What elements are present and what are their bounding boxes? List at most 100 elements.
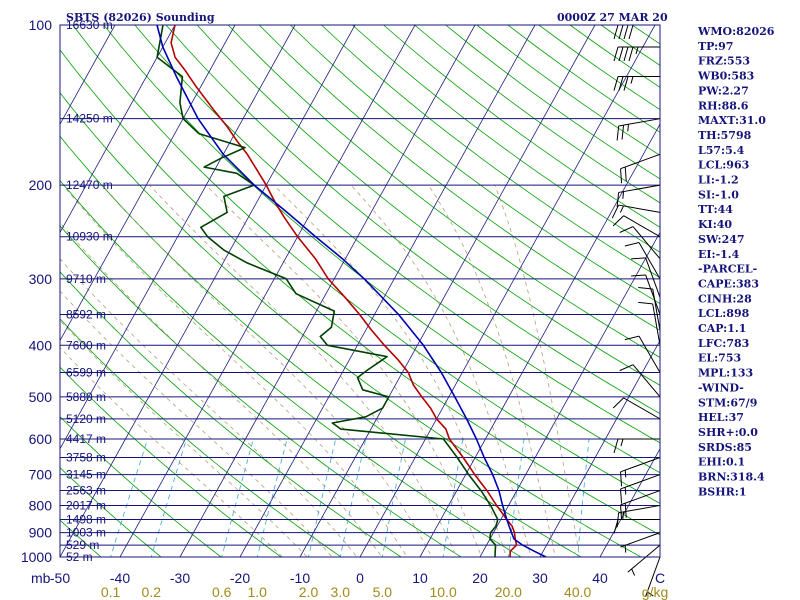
wind-barb-half-flag — [647, 591, 654, 597]
index-line: -WIND- — [698, 381, 744, 394]
index-line: HEL:37 — [698, 411, 744, 424]
wind-barb-staff — [645, 556, 661, 597]
index-line: WMO:82026 — [697, 25, 775, 38]
dry-adiabat — [196, 25, 660, 386]
isotherm — [299, 25, 596, 557]
mixing-ratio-line — [577, 438, 590, 557]
moist-adiabat — [102, 184, 433, 557]
wind-barb-flag — [616, 125, 620, 141]
index-line: SI:-1.0 — [698, 188, 739, 201]
wind-barb-flag — [631, 257, 646, 260]
mixing-ratio-line — [442, 438, 464, 557]
height-label: 529 m — [66, 538, 99, 552]
mixing-ratio-line — [221, 438, 254, 557]
height-label: 16630 m — [66, 18, 113, 32]
pressure-tick-label: 100 — [29, 17, 53, 33]
wind-barb-flag — [613, 24, 619, 40]
mixing-ratio-line — [256, 438, 288, 557]
mixing-ratio-tick-label: 40.0 — [564, 584, 591, 600]
wind-barb-flag — [620, 471, 623, 487]
wind-barb-flag — [631, 274, 646, 277]
dry-adiabat — [227, 25, 660, 358]
wind-barb-flag — [612, 397, 624, 409]
height-label: 2017 m — [66, 498, 106, 512]
wind-barb-staff — [645, 257, 661, 298]
wind-barb-flag — [616, 192, 620, 207]
mixing-ratio-tick-label: 5.0 — [373, 584, 393, 600]
wind-barb-staff — [652, 288, 661, 331]
wind-barb-flag — [620, 488, 623, 504]
temperature-tick-label: -30 — [170, 570, 190, 586]
index-line: LI:-1.2 — [698, 174, 739, 187]
wind-barb — [612, 215, 661, 238]
wind-barb-half-flag — [624, 470, 627, 478]
pressure-tick-label: 500 — [29, 389, 53, 405]
wind-barb-flag — [620, 168, 623, 184]
moist-adiabat — [149, 184, 458, 557]
wind-barb-flag — [613, 46, 619, 62]
wind-barb-staff — [620, 532, 661, 548]
moist-adiabat — [273, 184, 507, 557]
wind-barb-half-flag — [620, 438, 624, 447]
isotherm — [599, 447, 660, 557]
wind-barb — [619, 364, 661, 398]
dry-adiabat — [60, 49, 660, 536]
wind-barb-half-flag — [622, 511, 625, 520]
height-label: 14250 m — [66, 112, 113, 126]
index-line: FRZ:553 — [698, 55, 750, 68]
wind-barb-half-flag — [622, 191, 625, 199]
mixing-ratio-tick-label: 0.2 — [142, 584, 162, 600]
wind-barb — [624, 335, 661, 373]
dry-adiabat — [60, 467, 162, 557]
wind-barb-staff — [620, 457, 661, 473]
plot-frame — [59, 24, 661, 558]
wind-barb-flag — [619, 364, 634, 372]
mixing-ratio-tick-label: 20.0 — [495, 584, 522, 600]
isotherm — [239, 25, 536, 557]
dry-adiabat — [258, 25, 660, 331]
wind-barb-half-flag — [627, 124, 629, 132]
wind-barb-staff — [620, 490, 661, 506]
temperature-tick-label: -20 — [230, 570, 250, 586]
temperature-tick-labels: -50 -40 -30 -20 -10 0 10 20 30 40 C — [50, 570, 665, 586]
wind-barb-staff — [632, 226, 661, 260]
pressure-tick-label: 600 — [29, 431, 53, 447]
temperature-tick-label: -50 — [50, 570, 70, 586]
moist-adiabat — [350, 184, 532, 557]
wind-barb-flag — [618, 24, 624, 40]
isotherm — [60, 25, 296, 450]
index-line: KI:40 — [698, 218, 732, 231]
wind-barb-staff — [627, 544, 661, 573]
wind-barb-flag — [618, 76, 624, 91]
wind-barb-flag — [618, 46, 624, 62]
mixing-ratio-tick-label: 0.1 — [101, 584, 121, 600]
wind-barb-flag — [613, 438, 619, 454]
pressure-tick-label: 300 — [29, 271, 53, 287]
sounding-time: 0000Z 27 MAR 20 — [557, 11, 668, 24]
index-line: LCL:898 — [698, 307, 750, 320]
wind-barb-flag — [623, 24, 629, 40]
wind-barbs — [611, 24, 661, 597]
isotherm — [60, 25, 116, 126]
wind-barb-flag — [638, 301, 653, 305]
wind-barb-flag — [624, 241, 640, 247]
temperature-tick-label: 10 — [412, 570, 428, 586]
moist-adiabat — [60, 222, 383, 557]
pressure-tick-label: 400 — [29, 337, 53, 353]
pressure-tick-labels: 100 200 300 400 500 600 700 800 900 1000 — [21, 17, 52, 565]
dry-adiabat — [352, 25, 660, 253]
mixing-ratio-tick-label: 2.0 — [299, 584, 319, 600]
index-line: MPL:133 — [698, 367, 753, 380]
wind-barb — [613, 24, 660, 40]
height-label: 8592 m — [66, 307, 106, 321]
wind-barb — [620, 474, 661, 504]
height-label: 5120 m — [66, 412, 106, 426]
mixing-ratio-line — [339, 438, 367, 557]
index-line: EL:753 — [698, 352, 741, 365]
wind-barb-flag — [623, 76, 629, 91]
height-label: 3145 m — [66, 468, 106, 482]
temperature-tick-label: 40 — [592, 570, 608, 586]
wind-barb-flag — [621, 125, 625, 140]
index-line: TH:5798 — [698, 129, 752, 142]
mixing-ratio-line — [308, 438, 337, 557]
